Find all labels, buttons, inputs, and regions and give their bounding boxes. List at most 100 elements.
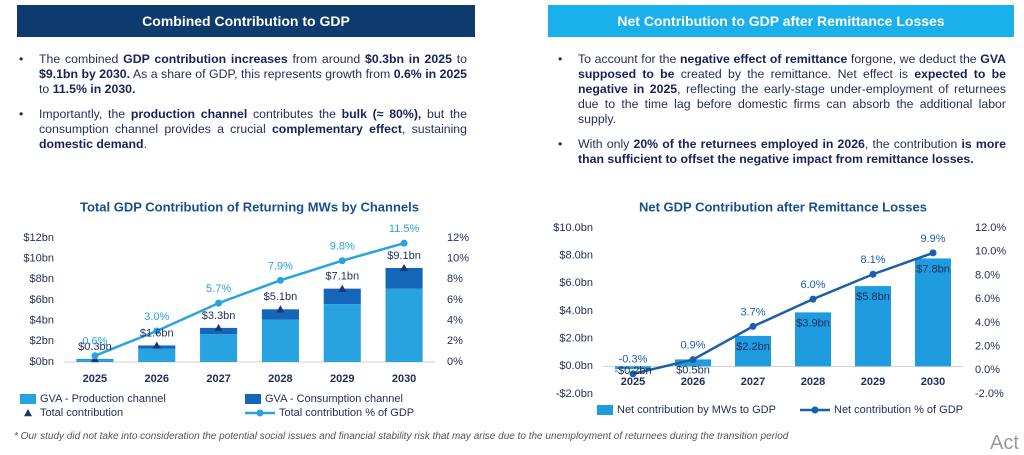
legend-swatch	[811, 406, 819, 414]
data-label: 3.0%	[144, 311, 169, 323]
marker	[276, 305, 285, 313]
line-point	[400, 239, 408, 247]
y2-tick-label: 6.0%	[975, 293, 1000, 305]
data-label: 9.9%	[920, 233, 945, 245]
panel-header: Combined Contribution to GDP	[17, 5, 475, 37]
bold-text: GVA supposed to be	[578, 52, 1006, 81]
text: but the consumption channel provides a c…	[39, 107, 467, 136]
bold-text: complementary effect	[271, 122, 402, 136]
marker	[152, 341, 161, 349]
x-tick-label: 2025	[83, 373, 107, 385]
y2-tick-label: 12%	[447, 232, 469, 244]
data-label: $3.3bn	[202, 310, 236, 322]
data-label: 8.1%	[860, 254, 885, 266]
bold-text: is more than sufficient to offset the ne…	[578, 137, 1006, 166]
text: , the contribution	[864, 137, 962, 151]
text: As a share of GDP, this represents growt…	[130, 67, 394, 81]
bullet: Importantly, the production channel cont…	[17, 107, 467, 152]
bold-text: expected to be negative in 2025	[578, 67, 1006, 96]
y-tick-label: -$2.0bn	[556, 388, 593, 400]
y-tick-label: $4.0bn	[559, 305, 593, 317]
data-label: $7.1bn	[325, 271, 359, 283]
data-label: $5.1bn	[264, 291, 298, 303]
bar	[323, 304, 361, 362]
data-label: $3.9bn	[796, 317, 830, 329]
x-tick-label: 2028	[268, 373, 292, 385]
data-label: 7.9%	[268, 260, 293, 272]
line-point	[153, 327, 161, 335]
data-label: 0.6%	[82, 336, 107, 348]
bold-text: $9.1bn by 2030.	[39, 67, 131, 81]
data-label: 11.5%	[389, 223, 420, 235]
y-tick-label: $8bn	[30, 273, 54, 285]
line-point	[629, 370, 637, 378]
bar	[261, 309, 299, 320]
bullet-list: The combined GDP contribution increases …	[17, 52, 467, 162]
bullet: With only 20% of the returnees employed …	[556, 137, 1006, 167]
text: .	[143, 137, 147, 151]
bold-text: bulk (≈ 80%),	[341, 107, 422, 121]
line-point	[689, 356, 697, 364]
y-tick-label: $4bn	[30, 315, 54, 327]
text: Importantly, the	[39, 107, 131, 121]
text: With only	[578, 137, 634, 151]
data-label: -$0.2bn	[614, 365, 651, 377]
y-tick-label: $0.0bn	[559, 360, 593, 372]
data-label: 6.0%	[800, 279, 825, 291]
legend-label: Net contribution by MWs to GDP	[617, 404, 776, 416]
data-label: $9.1bn	[387, 250, 421, 262]
y2-tick-label: 8%	[447, 273, 463, 285]
y2-tick-label: 2.0%	[975, 340, 1000, 352]
x-tick-label: 2025	[621, 376, 645, 388]
y2-tick-label: 0%	[447, 356, 463, 368]
text: forgone, we deduct the	[847, 52, 981, 66]
bar	[385, 267, 423, 289]
footnote: * Our study did not take into considerat…	[14, 431, 789, 442]
x-tick-label: 2027	[206, 373, 230, 385]
bold-text: 20% of the returnees employed in 2026	[633, 137, 865, 151]
marker	[338, 284, 347, 292]
y2-tick-label: 2%	[447, 335, 463, 347]
y2-tick-label: 10.0%	[975, 246, 1006, 258]
line	[94, 241, 405, 357]
text: To account for the	[578, 52, 680, 66]
panel-header: Net Contribution to GDP after Remittance…	[548, 5, 1014, 37]
x-tick-label: 2030	[392, 373, 416, 385]
text: The combined	[39, 52, 124, 66]
y2-tick-label: 6%	[447, 294, 463, 306]
text: created by the remittance. Net effect is	[674, 67, 915, 81]
line-point	[869, 270, 877, 278]
y-tick-label: $0bn	[30, 356, 54, 368]
y-tick-label: $10.0bn	[553, 222, 593, 234]
y-tick-label: $2bn	[30, 335, 54, 347]
x-tick-label: 2030	[921, 376, 945, 388]
y2-tick-label: 4.0%	[975, 317, 1000, 329]
y2-tick-label: 10%	[447, 253, 469, 265]
x-tick-label: 2026	[681, 376, 705, 388]
bar	[138, 348, 176, 362]
legend-label: Total contribution % of GDP	[279, 407, 414, 419]
y-tick-label: $6.0bn	[559, 277, 593, 289]
bullet-list: To account for the negative effect of re…	[556, 52, 1006, 177]
bar	[323, 288, 361, 305]
bold-text: 11.5% in 2030.	[52, 82, 136, 96]
data-label: 0.9%	[680, 340, 705, 352]
bold-text: 0.6% in 2025	[393, 67, 467, 81]
bar	[200, 334, 238, 362]
y2-tick-label: 4%	[447, 315, 463, 327]
legend-label: Total contribution	[40, 407, 123, 419]
legend-label: GVA - Consumption channel	[265, 393, 403, 405]
legend-label: Net contribution % of GDP	[834, 404, 963, 416]
data-label: $7.8bn	[916, 263, 950, 275]
line-point	[91, 352, 99, 360]
data-label: 3.7%	[740, 306, 765, 318]
bold-text: negative effect of remittance	[679, 52, 848, 66]
text: to	[451, 52, 467, 66]
bold-text: production channel	[130, 107, 248, 121]
bold-text: $0.3bn in 2025	[365, 52, 452, 66]
bar	[855, 286, 891, 367]
bold-text: GDP contribution increases	[123, 52, 288, 66]
x-tick-label: 2026	[145, 373, 169, 385]
